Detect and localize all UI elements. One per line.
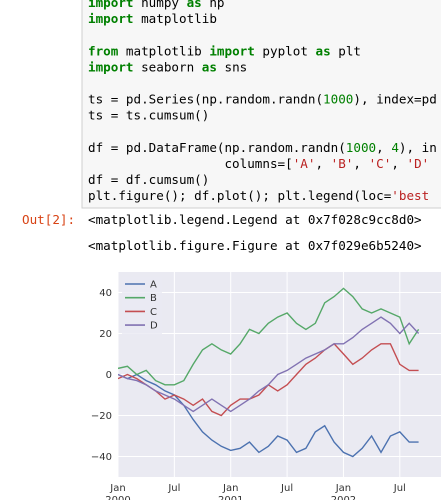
x-tick-label: Jul bbox=[167, 483, 180, 494]
code-token: ), in bbox=[399, 140, 437, 155]
code-token: seaborn bbox=[134, 59, 202, 74]
code-token: as bbox=[187, 0, 202, 10]
out-prompt: Out[2]: bbox=[22, 212, 75, 227]
x-tick-year: 2001 bbox=[218, 495, 243, 500]
code-token: pyplot bbox=[255, 43, 316, 58]
code-line: df = pd.DataFrame(np.random.randn(1000, … bbox=[88, 140, 437, 155]
code-token: 'A' bbox=[293, 156, 316, 171]
code-token: 1000 bbox=[346, 140, 376, 155]
y-tick-label: −40 bbox=[91, 452, 112, 463]
y-tick-label: −20 bbox=[91, 411, 112, 422]
code-token: import bbox=[88, 0, 134, 10]
code-token: import bbox=[88, 59, 134, 74]
code-token: , bbox=[376, 140, 391, 155]
code-line: import numpy as np bbox=[88, 0, 225, 10]
code-token: import bbox=[209, 43, 255, 58]
code-token: ), index=pd bbox=[353, 92, 436, 107]
output-line: <matplotlib.legend.Legend at 0x7f028c9cc… bbox=[88, 212, 422, 227]
x-tick-label: Jan bbox=[109, 483, 125, 494]
code-token: as bbox=[202, 59, 217, 74]
code-token: sns bbox=[217, 59, 247, 74]
x-tick-label: Jan bbox=[222, 483, 238, 494]
code-line: df = df.cumsum() bbox=[88, 172, 209, 187]
code-token: from bbox=[88, 43, 119, 58]
code-line: ts = pd.Series(np.random.randn(1000), in… bbox=[88, 92, 437, 107]
code-token: 'best bbox=[391, 188, 429, 203]
code-line: plt.figure(); df.plot(); plt.legend(loc=… bbox=[88, 188, 429, 203]
code-token: , bbox=[391, 156, 406, 171]
code-token: df = pd.DataFrame(np.random.randn( bbox=[88, 140, 346, 155]
legend-label: B bbox=[150, 293, 157, 304]
code-token: 'C' bbox=[369, 156, 392, 171]
code-token: , bbox=[353, 156, 368, 171]
code-token: matplotlib bbox=[118, 43, 209, 58]
series-line bbox=[118, 373, 419, 458]
code-line: from matplotlib import pyplot as plt bbox=[88, 43, 361, 58]
series-line bbox=[118, 316, 420, 413]
code-token: ts = pd.Series(np.random.randn( bbox=[88, 92, 323, 107]
y-tick-label: 40 bbox=[99, 288, 112, 299]
series-line bbox=[118, 287, 420, 386]
code-token: 'B' bbox=[331, 156, 354, 171]
code-line: import seaborn as sns bbox=[88, 59, 247, 74]
code-cell[interactable] bbox=[81, 0, 441, 209]
code-token: 'D' bbox=[406, 156, 429, 171]
code-token: import bbox=[88, 11, 134, 26]
code-token: plt bbox=[331, 43, 361, 58]
y-tick-label: 20 bbox=[99, 329, 112, 340]
code-line: columns=['A', 'B', 'C', 'D' bbox=[88, 156, 429, 171]
code-token: np bbox=[202, 0, 225, 10]
x-tick-label: Jul bbox=[280, 483, 293, 494]
legend-label: D bbox=[150, 321, 158, 332]
code-token: plt.figure(); df.plot(); plt.legend(loc= bbox=[88, 188, 392, 203]
legend-label: C bbox=[150, 307, 157, 318]
chart: −40−2002040Jan2000JulJan2001JulJan2002Ju… bbox=[91, 272, 441, 500]
code-line: ts = ts.cumsum() bbox=[88, 108, 209, 123]
x-tick-year: 2000 bbox=[105, 495, 130, 500]
code-token: 4 bbox=[391, 140, 399, 155]
code-token: 1000 bbox=[323, 92, 353, 107]
x-tick-label: Jul bbox=[393, 483, 406, 494]
x-tick-label: Jan bbox=[335, 483, 351, 494]
code-token: numpy bbox=[134, 0, 187, 10]
code-token: df = df.cumsum() bbox=[88, 172, 209, 187]
y-tick-label: 0 bbox=[106, 370, 112, 381]
output-line: <matplotlib.figure.Figure at 0x7f029e6b5… bbox=[88, 238, 422, 253]
code-token: matplotlib bbox=[134, 11, 217, 26]
code-token: ts = ts.cumsum() bbox=[88, 108, 209, 123]
code-token: columns=[ bbox=[88, 156, 293, 171]
code-token: as bbox=[316, 43, 331, 58]
code-token: , bbox=[315, 156, 330, 171]
legend-label: A bbox=[150, 280, 157, 291]
code-line: import matplotlib bbox=[88, 11, 217, 26]
